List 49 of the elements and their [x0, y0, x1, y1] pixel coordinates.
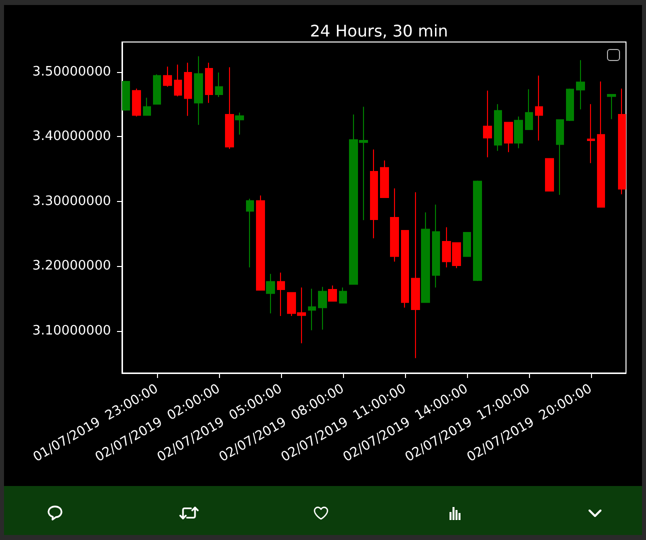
y-tick-label: 3.20000000 [32, 258, 111, 274]
candlestick [143, 97, 151, 116]
candlestick [215, 72, 223, 98]
candlestick [318, 286, 327, 330]
chart-title: 24 Hours, 30 min [310, 22, 448, 40]
candlestick [174, 64, 182, 97]
y-tick-label: 3.10000000 [32, 323, 111, 338]
candlestick [339, 286, 347, 304]
candlestick [205, 62, 213, 104]
candlestick [421, 212, 430, 303]
candlestick [463, 232, 471, 257]
candlestick [483, 90, 492, 158]
candlestick [504, 122, 513, 153]
candlestick [473, 180, 482, 282]
candlestick [184, 62, 192, 116]
candlestick [607, 94, 616, 120]
candlestick [514, 116, 523, 149]
candlestick [576, 60, 585, 110]
candlestick [266, 273, 275, 314]
candlestick [380, 160, 389, 198]
candlestick [328, 285, 337, 302]
candlestick [153, 74, 161, 105]
candlestick [535, 75, 543, 141]
candlestick [556, 119, 564, 196]
candlestick [246, 198, 254, 268]
candlestick [163, 66, 172, 88]
candlestick [401, 230, 409, 308]
candlestick [132, 88, 141, 117]
candlestick [122, 80, 130, 112]
candlestick [256, 195, 265, 291]
candlestick [597, 81, 605, 208]
candlestick [308, 288, 316, 331]
candlestick [277, 272, 285, 316]
candlestick [525, 88, 533, 130]
candlestick [411, 192, 420, 359]
y-tick-label: 3.40000000 [32, 129, 111, 144]
candlestick [618, 88, 626, 195]
candlestick [494, 104, 502, 152]
candlestick [194, 56, 203, 126]
candlestick [235, 112, 244, 136]
candlestick [545, 158, 554, 192]
candlestick [390, 188, 399, 262]
candlestick [587, 104, 595, 164]
candlestick [370, 149, 378, 239]
candlestick [432, 204, 440, 288]
candlestick [225, 66, 234, 150]
candlestick [566, 88, 574, 122]
y-tick-label: 3.50000000 [32, 64, 111, 80]
y-tick-label: 3.30000000 [32, 194, 111, 209]
